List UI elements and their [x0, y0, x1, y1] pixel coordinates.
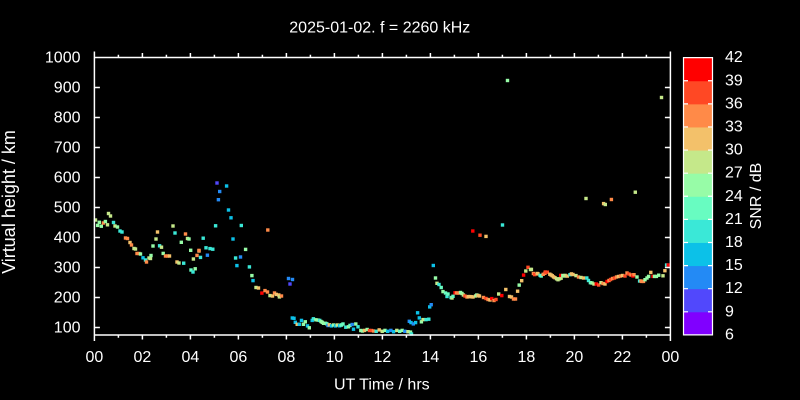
svg-text:00: 00 [86, 349, 104, 366]
svg-text:39: 39 [725, 72, 743, 89]
svg-text:700: 700 [54, 139, 81, 156]
svg-text:15: 15 [725, 257, 743, 274]
svg-text:9: 9 [725, 303, 734, 320]
svg-text:02: 02 [134, 349, 152, 366]
svg-text:16: 16 [470, 349, 488, 366]
svg-text:2025-01-02. f = 2260 kHz: 2025-01-02. f = 2260 kHz [289, 20, 470, 37]
svg-text:04: 04 [182, 349, 200, 366]
svg-text:1000: 1000 [45, 49, 81, 66]
svg-text:SNR / dB: SNR / dB [748, 163, 765, 230]
svg-text:36: 36 [725, 95, 743, 112]
svg-text:18: 18 [725, 234, 743, 251]
svg-text:200: 200 [54, 289, 81, 306]
svg-text:22: 22 [614, 349, 632, 366]
svg-text:800: 800 [54, 109, 81, 126]
svg-text:21: 21 [725, 211, 743, 228]
svg-text:00: 00 [662, 349, 680, 366]
svg-text:6: 6 [725, 326, 734, 343]
svg-text:UT Time / hrs: UT Time / hrs [334, 377, 430, 394]
svg-text:06: 06 [230, 349, 248, 366]
svg-text:18: 18 [518, 349, 536, 366]
svg-text:27: 27 [725, 165, 743, 182]
svg-text:100: 100 [54, 319, 81, 336]
svg-text:24: 24 [725, 188, 743, 205]
svg-text:300: 300 [54, 259, 81, 276]
svg-text:500: 500 [54, 199, 81, 216]
svg-text:Virtual height / km: Virtual height / km [0, 130, 19, 274]
svg-text:08: 08 [278, 349, 296, 366]
svg-text:10: 10 [326, 349, 344, 366]
svg-text:12: 12 [374, 349, 392, 366]
svg-text:12: 12 [725, 280, 743, 297]
svg-text:400: 400 [54, 229, 81, 246]
svg-text:600: 600 [54, 169, 81, 186]
svg-text:900: 900 [54, 79, 81, 96]
svg-text:33: 33 [725, 119, 743, 136]
svg-text:20: 20 [566, 349, 584, 366]
svg-text:42: 42 [725, 49, 743, 66]
svg-text:30: 30 [725, 142, 743, 159]
svg-text:14: 14 [422, 349, 440, 366]
